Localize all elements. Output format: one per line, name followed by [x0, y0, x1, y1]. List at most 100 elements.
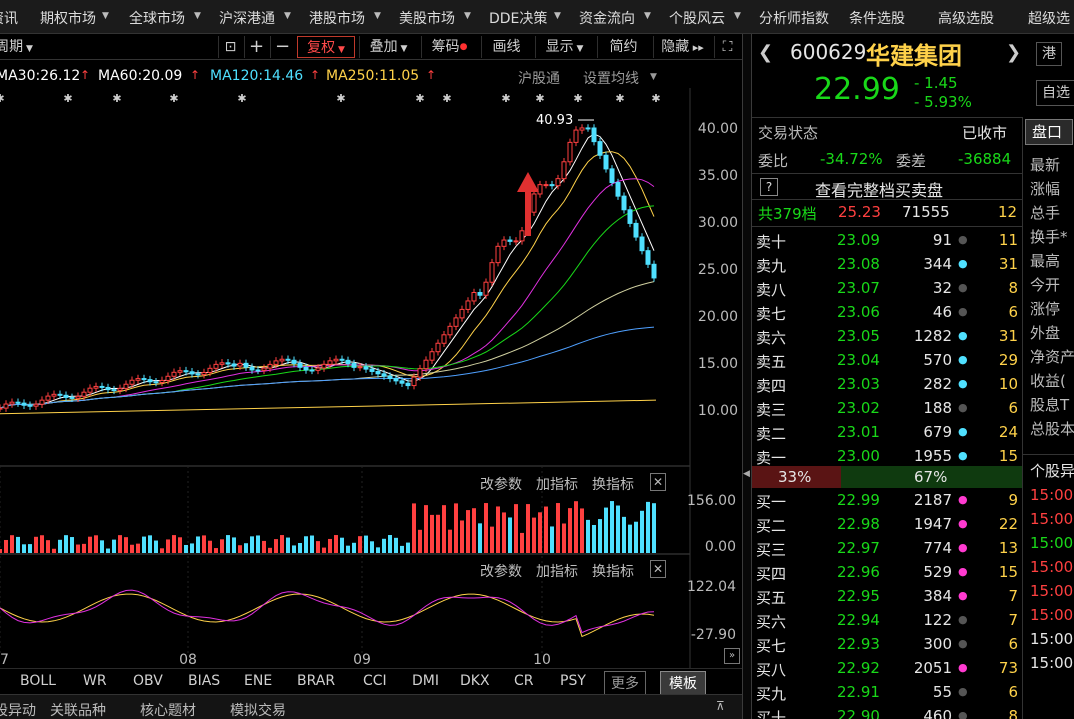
chips-button[interactable]: 筹码● — [421, 36, 477, 58]
prev-stock-icon[interactable]: ❮ — [758, 42, 774, 63]
zoom-in-icon[interactable]: + — [244, 36, 268, 58]
zoom-out-icon[interactable]: − — [270, 36, 294, 58]
menu-item[interactable]: DDE决策 — [489, 11, 548, 27]
expand-icon[interactable]: » — [724, 648, 740, 664]
menu-item[interactable]: 条件选股 — [849, 11, 905, 27]
tab-related[interactable]: 关联品种 — [50, 703, 106, 719]
hk-link-button[interactable]: 港 — [1036, 42, 1062, 66]
indicator-tab[interactable]: BOLL — [20, 673, 56, 689]
menu-item[interactable]: 高级选股 — [938, 11, 994, 27]
mover-time[interactable]: 15:00 — [1030, 486, 1074, 504]
menu-item[interactable]: 全球市场 — [129, 11, 185, 27]
tab-pankou[interactable]: 盘口 — [1025, 119, 1073, 145]
ma-settings-button[interactable]: 设置均线 — [583, 71, 639, 87]
menu-item[interactable]: 资金流向 — [579, 11, 635, 27]
side-field-label: 流通股 — [1030, 442, 1074, 444]
indicator-tab[interactable]: DKX — [460, 673, 490, 689]
candle — [315, 367, 321, 371]
sell-row[interactable]: 卖六 23.05 1282 ● 31 — [756, 324, 1022, 348]
next-stock-icon[interactable]: ❯ — [1006, 42, 1022, 63]
close-icon[interactable]: ✕ — [650, 560, 666, 578]
mover-time[interactable]: 15:00 — [1030, 534, 1074, 552]
display-button[interactable]: 显示 ▼ — [535, 36, 593, 58]
more-button[interactable]: 更多 — [604, 671, 646, 695]
menu-item[interactable]: 超级选 — [1028, 11, 1070, 27]
hide-button[interactable]: 隐藏 ▸▸ — [653, 36, 711, 58]
close-icon[interactable]: ✕ — [650, 473, 666, 491]
menu-item[interactable]: 美股市场 — [399, 11, 455, 27]
full-book-link[interactable]: 查看完整档买卖盘 — [815, 181, 944, 200]
indicator-tab[interactable]: BRAR — [297, 673, 336, 689]
indicator-tab[interactable]: CR — [514, 673, 534, 689]
indicator-tab[interactable]: DMI — [412, 673, 439, 689]
mover-time[interactable]: 15:00 — [1030, 582, 1074, 600]
sell-row[interactable]: 卖九 23.08 344 ● 31 — [756, 252, 1022, 276]
mover-time[interactable]: 15:00 — [1030, 558, 1074, 576]
kline-chart[interactable]: 40.00 35.00 30.00 25.00 20.00 15.00 10.00 156.0… — [0, 88, 742, 668]
tab-themes[interactable]: 核心题材 — [140, 703, 196, 719]
simple-button[interactable]: 简约 — [597, 36, 649, 58]
mover-time[interactable]: 15:00 — [1030, 510, 1074, 528]
menu-item[interactable]: 分析师指数 — [759, 11, 829, 27]
sell-row[interactable]: 卖五 23.04 570 ● 29 — [756, 348, 1022, 372]
lock-icon[interactable]: ⊡ — [218, 36, 242, 58]
buy-row[interactable]: 买四 22.96 529 ● 15 — [756, 560, 1022, 584]
buy-row[interactable]: 买一 22.99 2187 ● 9 — [756, 488, 1022, 512]
tab-sim-trade[interactable]: 模拟交易 — [230, 703, 286, 719]
sell-row[interactable]: 卖八 23.07 32 ● 8 — [756, 276, 1022, 300]
help-icon[interactable]: ? — [760, 178, 778, 196]
sell-row[interactable]: 卖二 23.01 679 ● 24 — [756, 420, 1022, 444]
buy-row[interactable]: 买七 22.93 300 ● 6 — [756, 632, 1022, 656]
draw-button[interactable]: 画线 — [481, 36, 531, 58]
tab-movers[interactable]: 个股异动 — [0, 703, 36, 719]
sell-row[interactable]: 卖七 23.06 46 ● 6 — [756, 300, 1022, 324]
mover-time[interactable]: 15:00 — [1030, 630, 1074, 648]
indicator-tab[interactable]: PSY — [560, 673, 586, 689]
sell-row[interactable]: 卖三 23.02 188 ● 6 — [756, 396, 1022, 420]
indicator-tab[interactable]: CCI — [363, 673, 387, 689]
buy-row[interactable]: 买二 22.98 1947 ● 22 — [756, 512, 1022, 536]
vol-params-button[interactable]: 改参数 — [480, 477, 522, 493]
mover-time[interactable]: 15:00 — [1030, 654, 1074, 672]
buy-row[interactable]: 买五 22.95 384 ● 7 — [756, 584, 1022, 608]
add-watchlist-button[interactable]: 自选 — [1036, 80, 1074, 106]
buy-row[interactable]: 买六 22.94 122 ● 7 — [756, 608, 1022, 632]
buy-row[interactable]: 买三 22.97 774 ● 13 — [756, 536, 1022, 560]
template-button[interactable]: 模板 — [660, 671, 706, 695]
indicator-tab[interactable]: BIAS — [188, 673, 221, 689]
collapse-icon[interactable]: ⊼ — [716, 699, 725, 713]
menu-item[interactable]: 资讯 — [0, 11, 18, 27]
candle — [519, 230, 525, 242]
panel-divider[interactable]: ◀ — [742, 34, 752, 719]
overlay-button[interactable]: 叠加 ▼ — [359, 36, 417, 58]
y-tick-label: 20.00 — [698, 309, 738, 325]
osc-switch-indicator-button[interactable]: 换指标 — [592, 564, 634, 580]
menu-item[interactable]: 沪深港通 — [219, 11, 275, 27]
candle — [0, 407, 3, 410]
buy-row[interactable]: 买十 22.90 460 ● 8 — [756, 704, 1022, 719]
collapse-arrow-icon[interactable]: ◀ — [743, 469, 750, 479]
menu-item[interactable]: 期权市场 — [40, 11, 96, 27]
buy-row[interactable]: 买九 22.91 55 ● 6 — [756, 680, 1022, 704]
indicator-tab[interactable]: OBV — [133, 673, 163, 689]
fullscreen-icon[interactable]: ⛶ — [714, 36, 740, 58]
fq-button[interactable]: 复权 ▼ — [297, 36, 355, 58]
ma250-value: MA250:11.05 — [326, 68, 420, 84]
buy-row[interactable]: 买八 22.92 2051 ● 73 — [756, 656, 1022, 680]
menu-item[interactable]: 港股市场 — [309, 11, 365, 27]
candle — [339, 358, 345, 361]
osc-add-indicator-button[interactable]: 加指标 — [536, 564, 578, 580]
menu-item[interactable]: 个股风云 — [669, 11, 725, 27]
sell-row[interactable]: 卖十 23.09 91 ● 11 — [756, 228, 1022, 252]
osc-params-button[interactable]: 改参数 — [480, 564, 522, 580]
vol-add-indicator-button[interactable]: 加指标 — [536, 477, 578, 493]
candle — [597, 141, 603, 156]
hgt-button[interactable]: 沪股通 — [518, 71, 560, 87]
indicator-tab[interactable]: ENE — [244, 673, 273, 689]
vol-switch-indicator-button[interactable]: 换指标 — [592, 477, 634, 493]
indicator-tab[interactable]: WR — [83, 673, 107, 689]
sell-row[interactable]: 卖四 23.03 282 ● 10 — [756, 372, 1022, 396]
sell-row[interactable]: 卖一 23.00 1955 ● 15 — [756, 444, 1022, 468]
period-select[interactable]: 周期 ▼ — [0, 39, 33, 55]
mover-time[interactable]: 15:00 — [1030, 606, 1074, 624]
